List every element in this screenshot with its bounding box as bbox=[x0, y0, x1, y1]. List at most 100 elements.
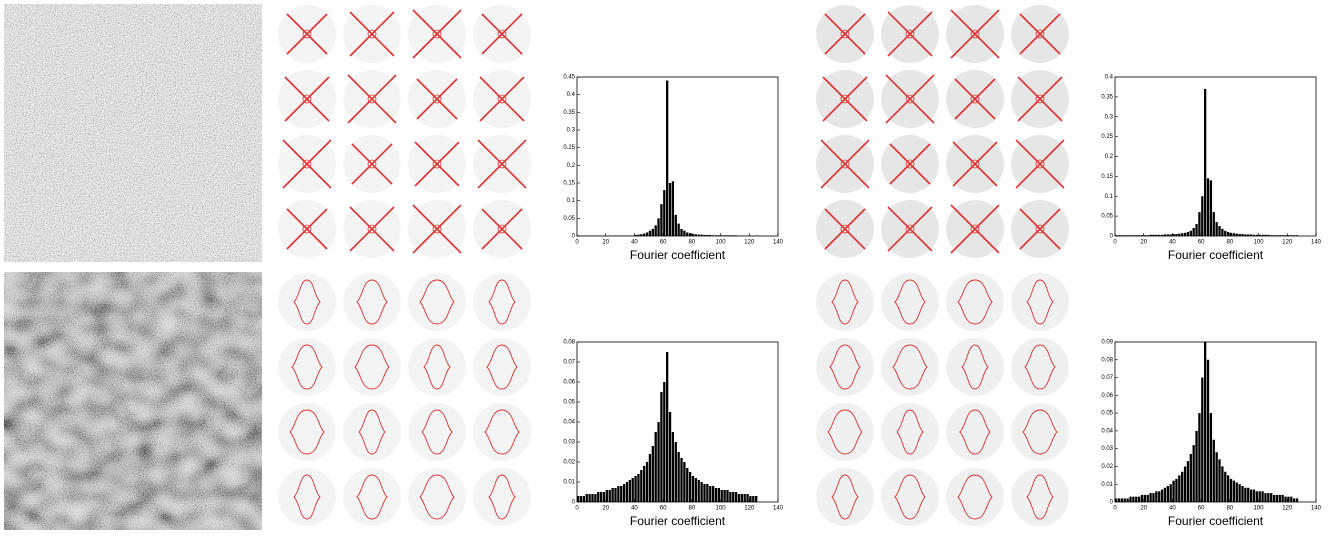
y-tick-label: 0.3 bbox=[1105, 114, 1114, 120]
bar bbox=[1224, 472, 1226, 502]
bar bbox=[1256, 491, 1258, 502]
bar bbox=[1221, 229, 1223, 236]
spectrum-disc bbox=[278, 403, 336, 461]
spectrum-disc bbox=[343, 273, 401, 331]
bar bbox=[675, 215, 677, 236]
bar bbox=[623, 484, 625, 502]
bar bbox=[652, 446, 654, 502]
bar bbox=[706, 484, 708, 502]
bar bbox=[1279, 495, 1281, 502]
x-tick-label: 20 bbox=[1140, 240, 1147, 246]
y-tick-label: 0.02 bbox=[563, 460, 575, 466]
bar bbox=[1129, 497, 1131, 502]
x-axis-label: Fourier coefficient bbox=[630, 248, 726, 262]
bar bbox=[609, 490, 611, 502]
x-tick-label: 120 bbox=[744, 506, 755, 512]
bar bbox=[1218, 459, 1220, 502]
x-tick-label: 20 bbox=[602, 506, 609, 512]
x-tick-label: 80 bbox=[1227, 240, 1234, 246]
y-tick-label: 0.03 bbox=[1101, 446, 1113, 452]
y-tick-label: 0.06 bbox=[1101, 393, 1113, 399]
bar bbox=[1241, 486, 1243, 502]
spectrum-disc bbox=[278, 338, 336, 396]
spectrum-disc bbox=[816, 468, 874, 526]
bar bbox=[646, 232, 648, 236]
spectrum-disc bbox=[343, 338, 401, 396]
bar bbox=[1224, 231, 1226, 236]
y-tick-label: 0.45 bbox=[563, 75, 575, 81]
y-tick-label: 0.05 bbox=[1101, 214, 1113, 220]
x-tick-label: 0 bbox=[575, 240, 579, 246]
spectrum-disc bbox=[881, 273, 939, 331]
bar bbox=[672, 181, 674, 236]
x-tick-label: 100 bbox=[1254, 240, 1265, 246]
bar bbox=[1201, 378, 1203, 502]
bar bbox=[1187, 461, 1189, 502]
bar bbox=[709, 486, 711, 502]
x-tick-label: 0 bbox=[1113, 240, 1117, 246]
bar bbox=[657, 422, 659, 502]
bar bbox=[726, 490, 728, 502]
bar bbox=[1290, 497, 1292, 502]
bar bbox=[1270, 493, 1272, 502]
y-tick-label: 0.1 bbox=[567, 198, 576, 204]
spectrum-disc bbox=[278, 468, 336, 526]
bar bbox=[666, 352, 668, 502]
bar bbox=[591, 494, 593, 502]
y-tick-label: 0.05 bbox=[563, 400, 575, 406]
bar bbox=[1138, 497, 1140, 502]
bar bbox=[1141, 495, 1143, 502]
bar bbox=[1282, 495, 1284, 502]
bar bbox=[698, 480, 700, 502]
bar bbox=[689, 233, 691, 236]
bar bbox=[1293, 498, 1295, 502]
bar bbox=[746, 494, 748, 502]
bar bbox=[1276, 495, 1278, 502]
spectrum-disc bbox=[816, 338, 874, 396]
bar bbox=[629, 480, 631, 502]
y-tick-label: 0.4 bbox=[567, 92, 576, 98]
bar bbox=[1181, 472, 1183, 502]
bar bbox=[712, 486, 714, 502]
x-tick-label: 20 bbox=[602, 240, 609, 246]
bar bbox=[666, 81, 668, 236]
spectrum-disc bbox=[1011, 338, 1069, 396]
spectrum-disc bbox=[473, 338, 531, 396]
bar bbox=[741, 494, 743, 502]
bar bbox=[1126, 498, 1128, 502]
bar bbox=[611, 488, 613, 502]
bar bbox=[663, 382, 665, 502]
bar bbox=[1158, 491, 1160, 502]
x-tick-label: 20 bbox=[1140, 506, 1147, 512]
texture-image bbox=[4, 272, 262, 530]
y-tick-label: 0.06 bbox=[563, 380, 575, 386]
bar bbox=[614, 488, 616, 502]
y-tick-label: 0.25 bbox=[1101, 134, 1113, 140]
bar bbox=[1204, 89, 1206, 236]
y-tick-label: 0.04 bbox=[1101, 428, 1113, 434]
bar bbox=[1167, 486, 1169, 502]
bar bbox=[1190, 231, 1192, 236]
bar bbox=[669, 183, 671, 236]
spectrum-disc bbox=[816, 403, 874, 461]
bar bbox=[686, 232, 688, 236]
x-axis-label: Fourier coefficient bbox=[1168, 514, 1264, 528]
bar bbox=[723, 490, 725, 502]
bar bbox=[1230, 233, 1232, 236]
spectrum-disc bbox=[408, 338, 466, 396]
y-tick-label: 0.2 bbox=[1105, 154, 1114, 160]
bar bbox=[600, 492, 602, 502]
bar bbox=[1207, 360, 1209, 502]
bar bbox=[1244, 488, 1246, 502]
bar bbox=[1233, 481, 1235, 502]
bar bbox=[634, 476, 636, 502]
spectrum-disc bbox=[408, 273, 466, 331]
bar bbox=[660, 392, 662, 502]
bar bbox=[1267, 493, 1269, 502]
bar bbox=[643, 466, 645, 502]
y-tick-label: 0.01 bbox=[1101, 482, 1113, 488]
x-tick-label: 140 bbox=[1311, 506, 1322, 512]
y-tick-label: 0.07 bbox=[1101, 375, 1113, 381]
bar bbox=[583, 496, 585, 502]
x-tick-label: 0 bbox=[575, 506, 579, 512]
